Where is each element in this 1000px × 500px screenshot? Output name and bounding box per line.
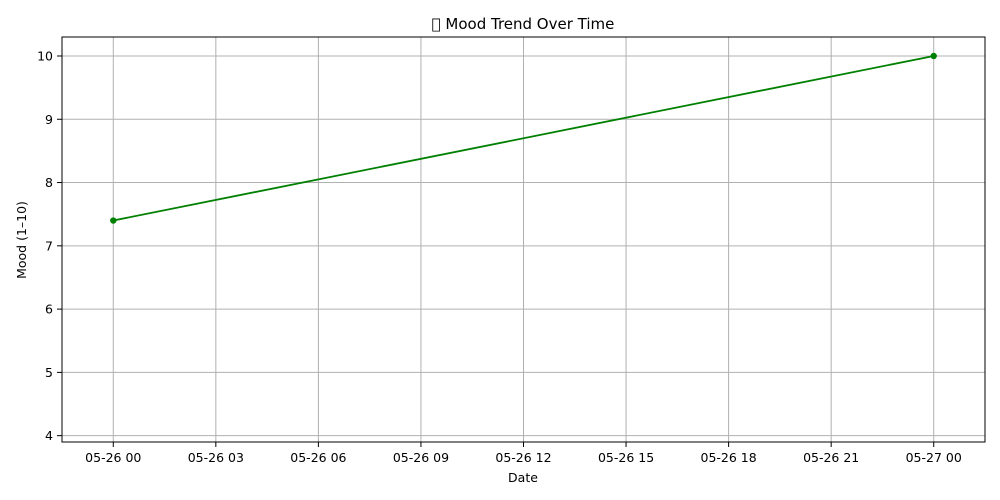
y-tick-label: 7 [45, 238, 53, 253]
mood-data-point [110, 217, 117, 224]
x-tick-label: 05-27 00 [906, 450, 962, 465]
x-tick-label: 05-26 18 [701, 450, 757, 465]
y-tick-label: 4 [45, 428, 53, 443]
x-axis-ticks: 05-26 00 05-26 03 05-26 06 05-26 09 05-26 12… [85, 442, 962, 465]
chart-title: 􏰀 Mood Trend Over Time [432, 15, 615, 33]
y-tick-label: 8 [45, 175, 53, 190]
mood-data-point [930, 52, 937, 60]
grid-lines [62, 37, 985, 442]
x-tick-label: 05-26 03 [188, 450, 244, 465]
x-tick-label: 05-26 00 [85, 450, 141, 465]
x-axis-label: Date [508, 470, 538, 485]
y-tick-label: 5 [45, 365, 53, 380]
y-axis-label: Mood (1–10) [14, 201, 29, 279]
x-tick-label: 05-26 21 [803, 450, 859, 465]
mood-series-line [113, 55, 934, 222]
y-tick-label: 9 [45, 112, 53, 127]
y-axis-ticks: 4 5 6 7 8 9 10 [37, 48, 62, 443]
series-layer [110, 52, 937, 224]
x-tick-label: 05-26 12 [495, 450, 551, 465]
y-tick-label: 6 [45, 302, 53, 317]
x-tick-label: 05-26 06 [290, 450, 346, 465]
x-tick-label: 05-26 09 [393, 450, 449, 465]
y-tick-label: 10 [37, 48, 53, 63]
x-tick-label: 05-26 15 [598, 450, 654, 465]
